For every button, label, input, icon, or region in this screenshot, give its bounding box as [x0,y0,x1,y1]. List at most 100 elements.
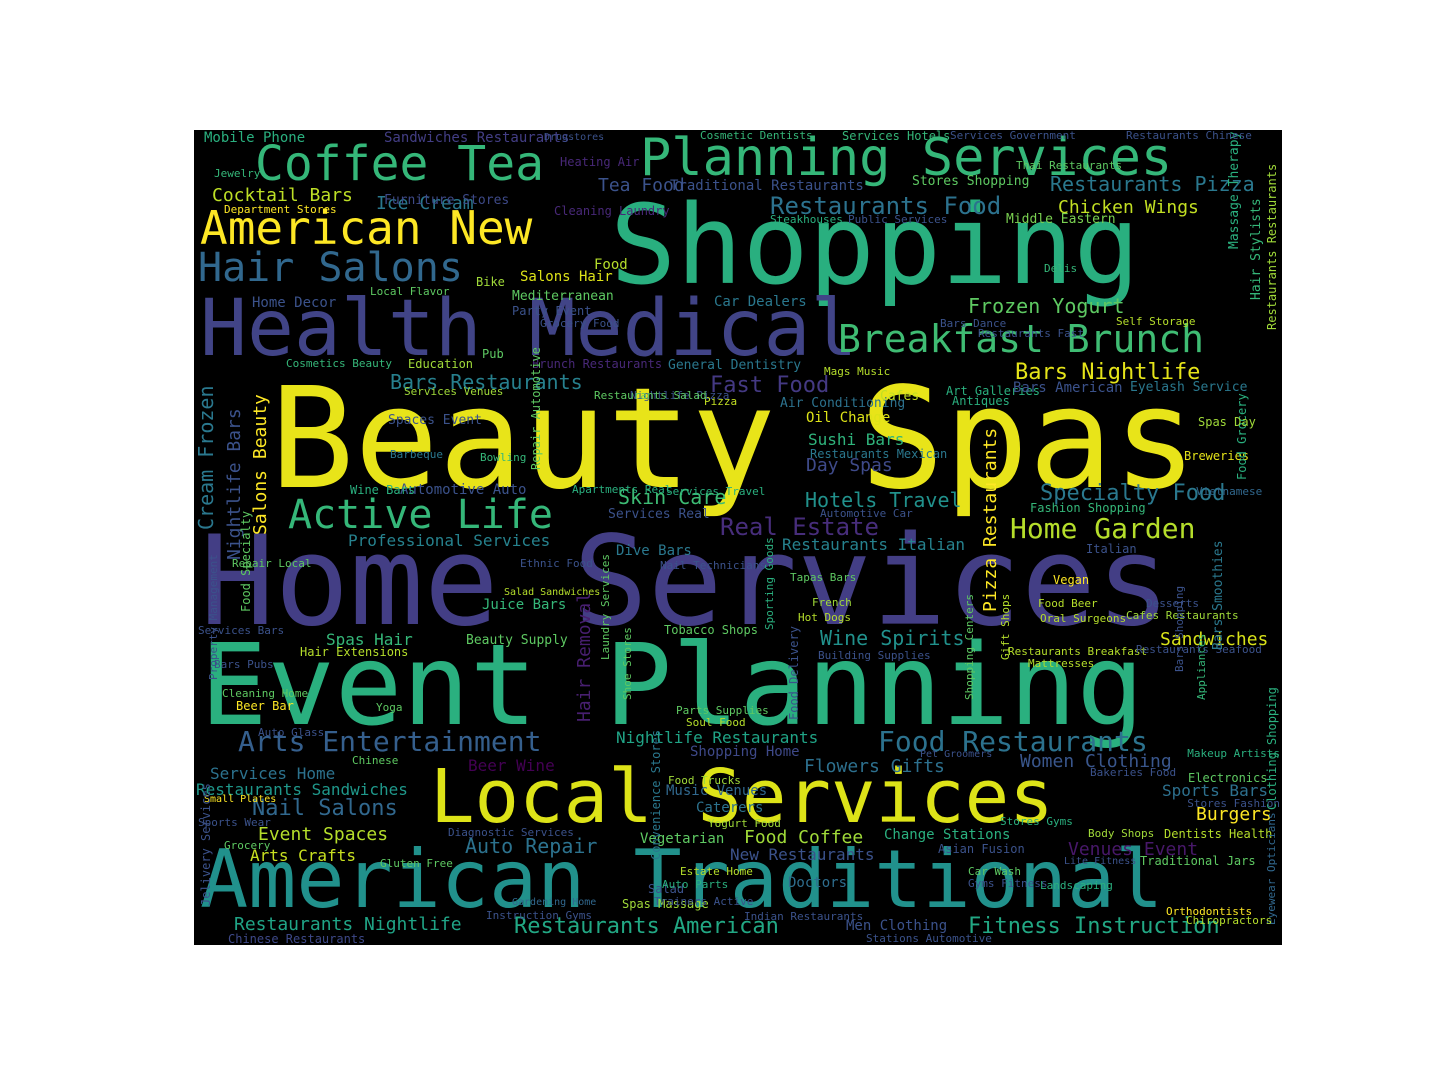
word-cafes-restaurants: Cafes Restaurants [1126,609,1239,622]
word-chicken-wings: Chicken Wings [1058,197,1199,218]
word-sports-bars: Sports Bars [1162,781,1268,800]
word-furniture-stores: Furniture Stores [384,193,510,208]
word-repair-automotive: Repair Automotive [529,347,543,470]
word-party-event: Party Event [512,304,592,318]
word-tapas-bars: Tapas Bars [790,571,857,584]
word-home-services: Home Services [200,510,1171,654]
word-hot-dogs: Hot Dogs [798,611,851,624]
word-cosmetic-dentists: Cosmetic Dentists [700,130,813,142]
word-spaces-event: Spaces Event [388,413,482,428]
word-services-venues: Services Venues [404,385,504,398]
word-landscaping: Landscaping [1040,879,1113,892]
word-chinese-restaurants: Chinese Restaurants [228,932,366,945]
word-department-stores: Department Stores [224,203,337,216]
word-nightlife-pizza: Nightlife Pizza [630,389,730,402]
word-eyewear-opticians: Eyewear Opticians [1265,812,1278,925]
word-cleaning-laundry: Cleaning Laundry [554,204,670,218]
word-hair-extensions: Hair Extensions [300,645,409,659]
word-hair-removal: Hair Removal [574,591,595,722]
word-nail-salons: Nail Salons [252,796,398,821]
word-new-restaurants: New Restaurants [730,845,875,864]
word-mattresses: Mattresses [1028,657,1095,670]
word-parts-supplies: Parts Supplies [676,704,769,717]
word-art-galleries: Art Galleries [946,384,1040,398]
word-orthodontists: Orthodontists [1166,905,1253,918]
word-gluten-free: Gluten Free [380,857,453,870]
word-stores-fashion: Stores Fashion [1187,797,1280,810]
word-self-storage: Self Storage [1116,315,1196,328]
word-lite-fitness: Lite Fitness [1064,856,1137,867]
word-barbeque: Barbeque [390,448,443,461]
word-shoe-stores: Shoe Stores [621,627,634,700]
word-professional-services: Professional Services [348,531,551,550]
word-local-flavor: Local Flavor [370,285,450,298]
word-mags-music: Mags Music [824,365,891,378]
word-cocktail-bars: Cocktail Bars [212,185,353,206]
word-nail-technicians: Nail Technicians [660,559,766,572]
word-steakhouses: Steakhouses [770,213,843,226]
word-stores-gyms: Stores Gyms [1000,815,1073,828]
word-bakeries-food: Bakeries Food [1090,766,1177,779]
word-mobile-phone: Mobile Phone [204,130,306,146]
word-active-life: Active Life [288,492,553,538]
word-grocery-food: Grocery Food [540,317,620,330]
word-change-stations: Change Stations [884,827,1011,843]
word-electronics: Electronics [1188,771,1268,785]
word-pizza-restaurants: Pizza Restaurants [980,427,1001,612]
word-bars-pubs: Bars Pubs [214,658,274,671]
word-cream-frozen: Cream Frozen [194,385,218,531]
word-makeup-artists: Makeup Artists [1187,747,1280,760]
word-hair-salons: Hair Salons [198,245,463,291]
word-cafes: Cafes [880,389,920,404]
word-restaurants-breakfast: Restaurants Breakfast [1008,645,1148,658]
word-beer-wine: Beer Wine [468,756,555,775]
word-american-new: American New [200,201,533,255]
word-food-coffee: Food Coffee [744,827,864,848]
word-bike: Bike [476,275,505,289]
word-food-delivery: Food Delivery [787,626,801,720]
word-oral-surgeons: Oral Surgeons [1040,612,1127,625]
word-chinese: Chinese [352,754,399,767]
word-chiropractors: Chiropractors [1186,914,1273,927]
word-real-estate: Real Estate [720,513,879,541]
word-local-services: Local Services [430,754,1054,840]
word-bars-american: Bars American [1013,380,1123,396]
word-bars-restaurants: Bars Restaurants [390,370,583,394]
word-convenience-stores: Convenience Stores [649,729,663,860]
word-desserts: Desserts [1146,597,1199,610]
word-gift-shops: Gift Shops [999,593,1012,660]
word-jelivery-services: Jelivery Services [199,783,213,906]
word-gardening-home: Gardening Home [512,897,597,908]
word-french: French [812,596,852,609]
word-nightlife-restaurants: Nightlife Restaurants [616,728,819,747]
word-hair-stylists: Hair Stylists [1249,198,1264,300]
word-services-bars: Services Bars [198,624,285,637]
word-traditional-jars: Traditional Jars [1140,854,1256,868]
word-grocery: Grocery [224,839,271,852]
word-delis: Delis [1044,262,1078,275]
word-burgers: Burgers [1196,804,1272,825]
word-eyelash-service: Eyelash Service [1130,380,1248,395]
word-auto-parts: Auto Parts [662,878,729,891]
word-bars-smoothies: Bars Smoothies [1211,540,1226,650]
word-skin-care: Skin Care [618,485,727,509]
word-music-venues: Music Venues [666,783,768,799]
word-restaurants-pizza: Restaurants Pizza [1050,172,1255,196]
word-beer-bar: Beer Bar [236,699,294,713]
word-restaurants-salad: Restaurants Salad [594,389,707,402]
word-bars-nightlife: Bars Nightlife [1015,360,1201,385]
word-auto-repair: Auto Repair [465,834,598,858]
word-sandwiches: Sandwiches [1160,629,1269,650]
word-flowers-gifts: Flowers Gifts [804,756,945,777]
word-services-travel: Services Travel [666,485,766,498]
word-diagnostic-services: Diagnostic Services [448,826,574,839]
word-shopping: Shopping [610,181,1140,309]
word-arts-entertainment: Arts Entertainment [238,725,542,758]
word-food-beer: Food Beer [1038,597,1098,610]
word-estate-home: Estate Home [680,865,753,878]
word-air-conditioning: Air Conditioning [780,396,906,411]
word-restaurants-restaurants: Restaurants Restaurants [1265,163,1279,330]
word-restaurants-fast: Restaurants Fast [978,327,1084,340]
word-italian: Italian [1086,542,1137,556]
word-vegetarian: Vegetarian [640,831,725,847]
